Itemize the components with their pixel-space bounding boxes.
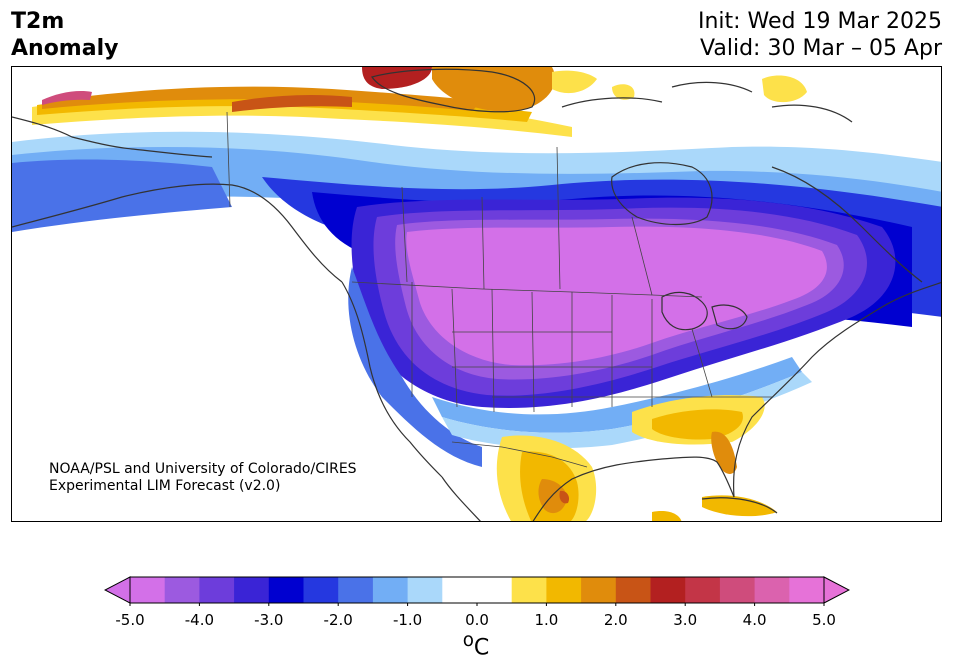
coastline-greenland xyxy=(371,68,536,113)
border-states xyxy=(411,282,772,413)
colorbar-bin-16 xyxy=(719,577,756,603)
credit-line1: NOAA/PSL and University of Colorado/CIRE… xyxy=(49,461,357,477)
coastline-hudson-bay xyxy=(611,162,713,226)
colorbar-bin-11 xyxy=(546,577,582,603)
init-date: Init: Wed 19 Mar 2025 xyxy=(697,9,942,34)
title-variable-line2: Anomaly xyxy=(11,36,119,61)
cold-core-peak xyxy=(406,226,827,366)
coastline-alaska-south xyxy=(12,183,343,283)
colorbar-bin-4 xyxy=(268,577,304,603)
colorbar-bin-8 xyxy=(407,577,443,603)
warm-spot-alaska-north xyxy=(42,90,92,105)
colorbar-extend-under xyxy=(104,576,131,604)
coastline-west-coast xyxy=(341,281,443,478)
coastline-baja xyxy=(441,476,481,521)
colorbar-bin-3 xyxy=(234,577,270,603)
unit-degree-symbol: o xyxy=(462,630,474,651)
unit-letter: C xyxy=(473,635,490,661)
warm-mexico-spot xyxy=(559,490,570,504)
colorbar-bin-17 xyxy=(754,577,790,603)
border-provinces xyxy=(401,146,653,296)
valid-date: Valid: 30 Mar – 05 Apr xyxy=(700,36,942,61)
warm-spot-greenland-orange xyxy=(432,67,556,112)
colorbar-bin-14 xyxy=(650,577,686,603)
coastline-gulf xyxy=(532,456,735,521)
anomaly-map xyxy=(11,66,942,522)
coastline-east-coast xyxy=(733,282,941,498)
anomaly-fill-layer xyxy=(12,67,941,521)
coastline-cuba xyxy=(701,497,778,514)
title-variable-line1: T2m xyxy=(11,9,65,34)
colorbar-bin-9 xyxy=(442,577,513,603)
colorbar-tick-label: 3.0 xyxy=(673,611,698,629)
colorbar-tick-label: -1.0 xyxy=(392,611,423,629)
anomaly-map-svg xyxy=(12,67,941,521)
warm-spot-greenland-yellow xyxy=(552,70,597,94)
colorbar-tick-label: 2.0 xyxy=(603,611,628,629)
colorbar-bin-18 xyxy=(789,577,825,603)
map-title: T2m Anomaly xyxy=(11,8,118,62)
data-credit: NOAA/PSL and University of Colorado/CIRE… xyxy=(49,461,357,495)
warm-cuba xyxy=(702,495,777,517)
border-us-mexico xyxy=(451,441,588,468)
colorbar-bin-5 xyxy=(303,577,339,603)
colorbar-tick-label: -5.0 xyxy=(115,611,145,629)
colorbar-bin-13 xyxy=(615,577,651,603)
colorbar-tick-label: -4.0 xyxy=(184,611,215,629)
cool-rim-west-coast xyxy=(348,267,482,467)
credit-line2: Experimental LIM Forecast (v2.0) xyxy=(49,478,281,494)
warm-band-arctic-red xyxy=(232,94,352,112)
warm-southeast-mid xyxy=(652,409,743,440)
colorbar-unit-label: oC xyxy=(463,630,490,660)
colorbar-tick-label: 1.0 xyxy=(534,611,559,629)
warm-caribbean xyxy=(652,511,682,521)
coastline-alaska-west xyxy=(12,116,213,158)
warm-spot-arctic-east xyxy=(762,75,807,103)
cool-rim-south xyxy=(432,357,802,433)
forecast-dates: Init: Wed 19 Mar 2025 Valid: 30 Mar – 05… xyxy=(698,8,942,62)
coastline-labrador xyxy=(771,166,923,283)
colorbar-bin-12 xyxy=(581,577,617,603)
coastline-layer xyxy=(12,68,941,521)
colorbar-tick-label: 0.0 xyxy=(465,611,489,629)
coastline-arctic-islands xyxy=(561,81,853,123)
warm-spot-greenland-red xyxy=(362,67,432,89)
colorbar xyxy=(104,576,850,606)
cool-band-alaska xyxy=(12,159,232,232)
colorbar-tick-label: -2.0 xyxy=(323,611,353,629)
warm-spot-arctic-mid xyxy=(612,84,635,100)
colorbar-tick-label: -3.0 xyxy=(254,611,284,629)
colorbar-bin-1 xyxy=(164,577,200,603)
border-alaska xyxy=(226,111,231,208)
warm-florida xyxy=(711,431,737,474)
colorbar-bin-2 xyxy=(199,577,235,603)
colorbar-extend-over xyxy=(823,576,850,604)
colorbar-tick-label: 5.0 xyxy=(812,611,836,629)
colorbar-tick-label: 4.0 xyxy=(742,611,767,629)
colorbar-bin-6 xyxy=(338,577,374,603)
colorbar-bin-7 xyxy=(372,577,409,603)
coastline-great-lakes xyxy=(661,291,748,331)
border-layer xyxy=(226,111,772,468)
colorbar-bin-10 xyxy=(511,577,547,603)
colorbar-bin-0 xyxy=(130,577,166,603)
colorbar-bin-15 xyxy=(685,577,721,603)
